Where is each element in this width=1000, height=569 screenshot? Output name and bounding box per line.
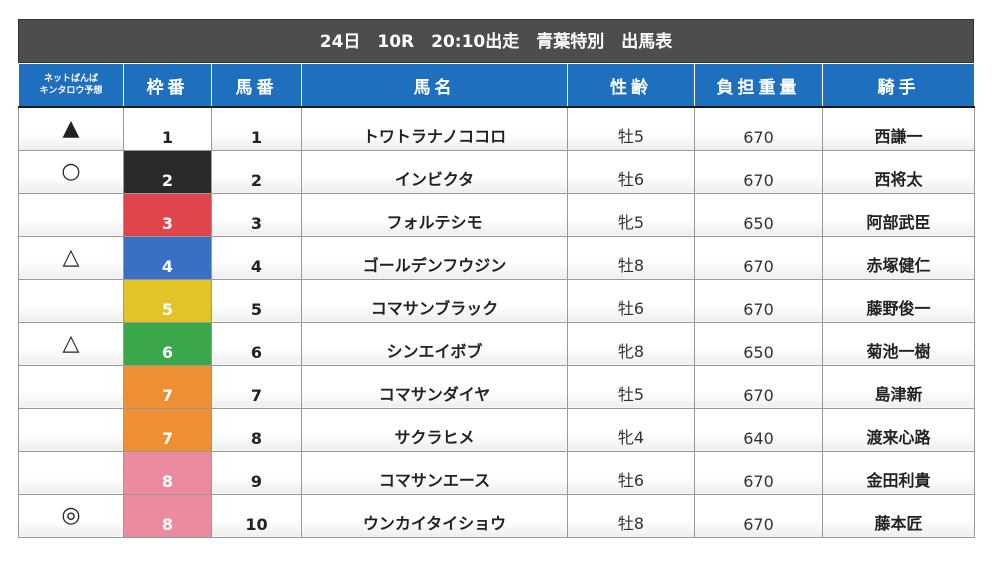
jockey-name: 赤塚健仁 bbox=[822, 235, 975, 280]
horse-number: 2 bbox=[211, 149, 302, 194]
horse-number: 1 bbox=[211, 106, 302, 151]
carried-weight: 670 bbox=[694, 149, 823, 194]
sex-age: 牝8 bbox=[567, 321, 695, 366]
prediction-mark: ○ bbox=[18, 149, 124, 194]
jockey-name: 西謙一 bbox=[822, 106, 975, 151]
waku-number: 7 bbox=[123, 364, 212, 409]
jockey-name: 金田利貴 bbox=[822, 450, 975, 495]
header-row: ネットばんば キンタロウ予想 枠番 馬番 馬名 性齢 負担重量 騎手 bbox=[18, 63, 975, 108]
horse-name: シンエイボブ bbox=[301, 321, 568, 366]
horse-name: コマサンエース bbox=[301, 450, 568, 495]
prediction-mark bbox=[18, 407, 124, 452]
sex-age: 牡6 bbox=[567, 149, 695, 194]
carried-weight: 650 bbox=[694, 321, 823, 366]
carried-weight: 670 bbox=[694, 106, 823, 151]
table-row: ▲ 1 1 トワトラナノココロ 牡5 670 西謙一 bbox=[18, 106, 975, 151]
horse-number: 5 bbox=[211, 278, 302, 323]
prediction-mark bbox=[18, 450, 124, 495]
sex-age: 牡8 bbox=[567, 493, 695, 538]
prediction-mark: △ bbox=[18, 235, 124, 280]
prediction-mark bbox=[18, 364, 124, 409]
waku-number: 7 bbox=[123, 407, 212, 452]
header-sex-age: 性齢 bbox=[567, 63, 695, 108]
header-horse-name: 馬名 bbox=[301, 63, 568, 108]
table-row: △ 6 6 シンエイボブ 牝8 650 菊池一樹 bbox=[18, 321, 975, 366]
jockey-name: 阿部武臣 bbox=[822, 192, 975, 237]
carried-weight: 640 bbox=[694, 407, 823, 452]
entry-table: ネットばんば キンタロウ予想 枠番 馬番 馬名 性齢 負担重量 騎手 ▲ 1 1 トワ… bbox=[18, 63, 975, 538]
carried-weight: 670 bbox=[694, 278, 823, 323]
sex-age: 牡8 bbox=[567, 235, 695, 280]
carried-weight: 650 bbox=[694, 192, 823, 237]
sex-age: 牡6 bbox=[567, 450, 695, 495]
horse-number: 10 bbox=[211, 493, 302, 538]
waku-number: 4 bbox=[123, 235, 212, 280]
waku-number: 1 bbox=[123, 106, 212, 151]
horse-number: 3 bbox=[211, 192, 302, 237]
horse-number: 7 bbox=[211, 364, 302, 409]
horse-name: コマサンブラック bbox=[301, 278, 568, 323]
sex-age: 牝4 bbox=[567, 407, 695, 452]
waku-number: 5 bbox=[123, 278, 212, 323]
carried-weight: 670 bbox=[694, 493, 823, 538]
horse-name: サクラヒメ bbox=[301, 407, 568, 452]
sex-age: 牡5 bbox=[567, 364, 695, 409]
carried-weight: 670 bbox=[694, 235, 823, 280]
jockey-name: 藤野俊一 bbox=[822, 278, 975, 323]
waku-number: 3 bbox=[123, 192, 212, 237]
header-waku: 枠番 bbox=[123, 63, 212, 108]
table-row: 3 3 フォルテシモ 牝5 650 阿部武臣 bbox=[18, 192, 975, 237]
table-row: 8 9 コマサンエース 牡6 670 金田利貴 bbox=[18, 450, 975, 495]
prediction-mark: △ bbox=[18, 321, 124, 366]
table-row: 7 7 コマサンダイヤ 牡5 670 島津新 bbox=[18, 364, 975, 409]
table-row: 5 5 コマサンブラック 牡6 670 藤野俊一 bbox=[18, 278, 975, 323]
jockey-name: 西将太 bbox=[822, 149, 975, 194]
horse-number: 9 bbox=[211, 450, 302, 495]
jockey-name: 菊池一樹 bbox=[822, 321, 975, 366]
table-row: ◎ 8 10 ウンカイタイショウ 牡8 670 藤本匠 bbox=[18, 493, 975, 538]
prediction-mark bbox=[18, 278, 124, 323]
prediction-mark: ▲ bbox=[18, 106, 124, 151]
sex-age: 牡6 bbox=[567, 278, 695, 323]
waku-number: 8 bbox=[123, 450, 212, 495]
header-umaban: 馬番 bbox=[211, 63, 302, 108]
carried-weight: 670 bbox=[694, 450, 823, 495]
prediction-mark bbox=[18, 192, 124, 237]
waku-number: 2 bbox=[123, 149, 212, 194]
horse-name: インビクタ bbox=[301, 149, 568, 194]
horse-number: 4 bbox=[211, 235, 302, 280]
horse-number: 8 bbox=[211, 407, 302, 452]
jockey-name: 藤本匠 bbox=[822, 493, 975, 538]
race-card: 24日 10R 20:10出走 青葉特別 出馬表 ネットばんば キンタロウ予想 … bbox=[18, 19, 975, 538]
header-prediction: ネットばんば キンタロウ予想 bbox=[18, 63, 124, 108]
horse-name: トワトラナノココロ bbox=[301, 106, 568, 151]
horse-name: フォルテシモ bbox=[301, 192, 568, 237]
header-weight: 負担重量 bbox=[694, 63, 823, 108]
carried-weight: 670 bbox=[694, 364, 823, 409]
sex-age: 牡5 bbox=[567, 106, 695, 151]
table-row: 7 8 サクラヒメ 牝4 640 渡来心路 bbox=[18, 407, 975, 452]
horse-name: ゴールデンフウジン bbox=[301, 235, 568, 280]
waku-number: 6 bbox=[123, 321, 212, 366]
horse-number: 6 bbox=[211, 321, 302, 366]
sex-age: 牝5 bbox=[567, 192, 695, 237]
jockey-name: 島津新 bbox=[822, 364, 975, 409]
header-jockey: 騎手 bbox=[822, 63, 975, 108]
header-prediction-line1: ネットばんば bbox=[43, 74, 98, 84]
prediction-mark: ◎ bbox=[18, 493, 124, 538]
jockey-name: 渡来心路 bbox=[822, 407, 975, 452]
race-title: 24日 10R 20:10出走 青葉特別 出馬表 bbox=[18, 19, 974, 63]
header-prediction-line2: キンタロウ予想 bbox=[39, 86, 103, 96]
table-row: ○ 2 2 インビクタ 牡6 670 西将太 bbox=[18, 149, 975, 194]
horse-name: コマサンダイヤ bbox=[301, 364, 568, 409]
table-row: △ 4 4 ゴールデンフウジン 牡8 670 赤塚健仁 bbox=[18, 235, 975, 280]
horse-name: ウンカイタイショウ bbox=[301, 493, 568, 538]
waku-number: 8 bbox=[123, 493, 212, 538]
